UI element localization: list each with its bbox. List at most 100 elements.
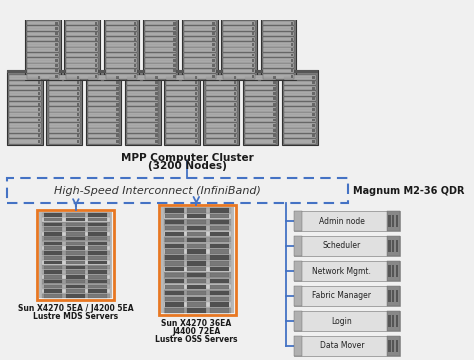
Bar	[127, 86, 158, 90]
Bar	[284, 91, 316, 96]
Bar	[195, 108, 197, 111]
Bar	[127, 102, 158, 106]
Bar	[66, 69, 98, 73]
Bar	[212, 48, 215, 51]
Bar	[27, 37, 58, 41]
Bar	[95, 43, 97, 46]
Bar	[210, 220, 228, 224]
Bar	[145, 48, 176, 52]
Bar	[210, 285, 228, 289]
Bar	[66, 74, 98, 78]
Bar	[46, 70, 82, 73]
Bar	[312, 108, 315, 111]
Bar	[252, 75, 254, 78]
Bar	[273, 103, 275, 105]
Bar	[95, 64, 97, 67]
Bar	[291, 38, 293, 41]
Bar	[9, 81, 41, 85]
Bar	[165, 302, 184, 307]
Bar	[44, 237, 63, 240]
Bar	[37, 87, 40, 90]
Bar	[210, 302, 228, 307]
Bar	[27, 69, 58, 73]
Bar	[184, 15, 216, 20]
Bar	[77, 81, 79, 84]
Bar	[187, 214, 206, 219]
Bar	[106, 32, 137, 36]
Bar	[37, 92, 40, 95]
Bar	[392, 265, 394, 277]
Bar	[223, 69, 255, 73]
Bar	[195, 140, 197, 143]
Bar	[195, 103, 197, 105]
Bar	[116, 124, 118, 127]
Bar	[44, 285, 63, 288]
Bar	[206, 123, 237, 127]
Bar	[165, 308, 184, 313]
Bar	[252, 69, 254, 72]
Bar	[165, 214, 184, 219]
Bar	[89, 270, 107, 274]
Bar	[145, 58, 176, 63]
Bar	[27, 32, 58, 36]
Bar	[195, 81, 197, 84]
Bar	[291, 17, 293, 19]
Bar	[66, 280, 85, 283]
Bar	[284, 96, 316, 101]
Bar	[27, 26, 58, 31]
Bar	[48, 112, 80, 117]
Bar	[95, 27, 97, 30]
Bar	[95, 22, 97, 24]
Bar	[44, 280, 63, 283]
Bar	[159, 205, 236, 315]
Bar	[245, 86, 276, 90]
Bar	[89, 289, 107, 293]
Bar	[89, 294, 107, 298]
Bar	[143, 5, 178, 80]
Bar	[55, 69, 58, 72]
Bar	[210, 232, 228, 236]
Bar	[184, 42, 216, 47]
Bar	[134, 64, 137, 67]
Bar	[127, 134, 158, 138]
Bar	[187, 273, 206, 277]
Bar	[263, 10, 294, 15]
Bar	[48, 91, 80, 96]
Bar	[42, 265, 109, 269]
Bar	[245, 112, 276, 117]
Bar	[164, 261, 231, 266]
Bar	[282, 70, 318, 145]
Bar	[182, 5, 218, 8]
Bar	[77, 97, 79, 100]
Bar	[164, 296, 231, 301]
Bar	[206, 112, 237, 117]
Bar	[164, 284, 231, 289]
Bar	[187, 291, 206, 295]
Bar	[234, 81, 237, 84]
Bar	[106, 37, 137, 41]
Bar	[9, 112, 41, 117]
Bar	[44, 270, 63, 274]
Bar	[44, 227, 63, 231]
Bar	[206, 107, 237, 112]
Bar	[210, 255, 228, 260]
Bar	[44, 222, 63, 226]
Bar	[116, 108, 118, 111]
Bar	[66, 32, 98, 36]
Text: Sun X4270 5EA / J4200 5EA: Sun X4270 5EA / J4200 5EA	[18, 304, 134, 313]
Bar	[55, 11, 58, 14]
Text: J4400 72EA: J4400 72EA	[172, 327, 220, 336]
Bar	[9, 102, 41, 106]
Bar	[187, 220, 206, 224]
Bar	[44, 213, 63, 216]
Bar	[261, 5, 296, 80]
Bar	[212, 17, 215, 19]
Bar	[25, 5, 61, 8]
Bar	[42, 232, 109, 236]
Bar	[291, 43, 293, 46]
Bar	[206, 96, 237, 101]
Bar	[42, 289, 109, 293]
Bar	[89, 218, 107, 221]
Bar	[294, 261, 302, 281]
Bar	[312, 140, 315, 143]
